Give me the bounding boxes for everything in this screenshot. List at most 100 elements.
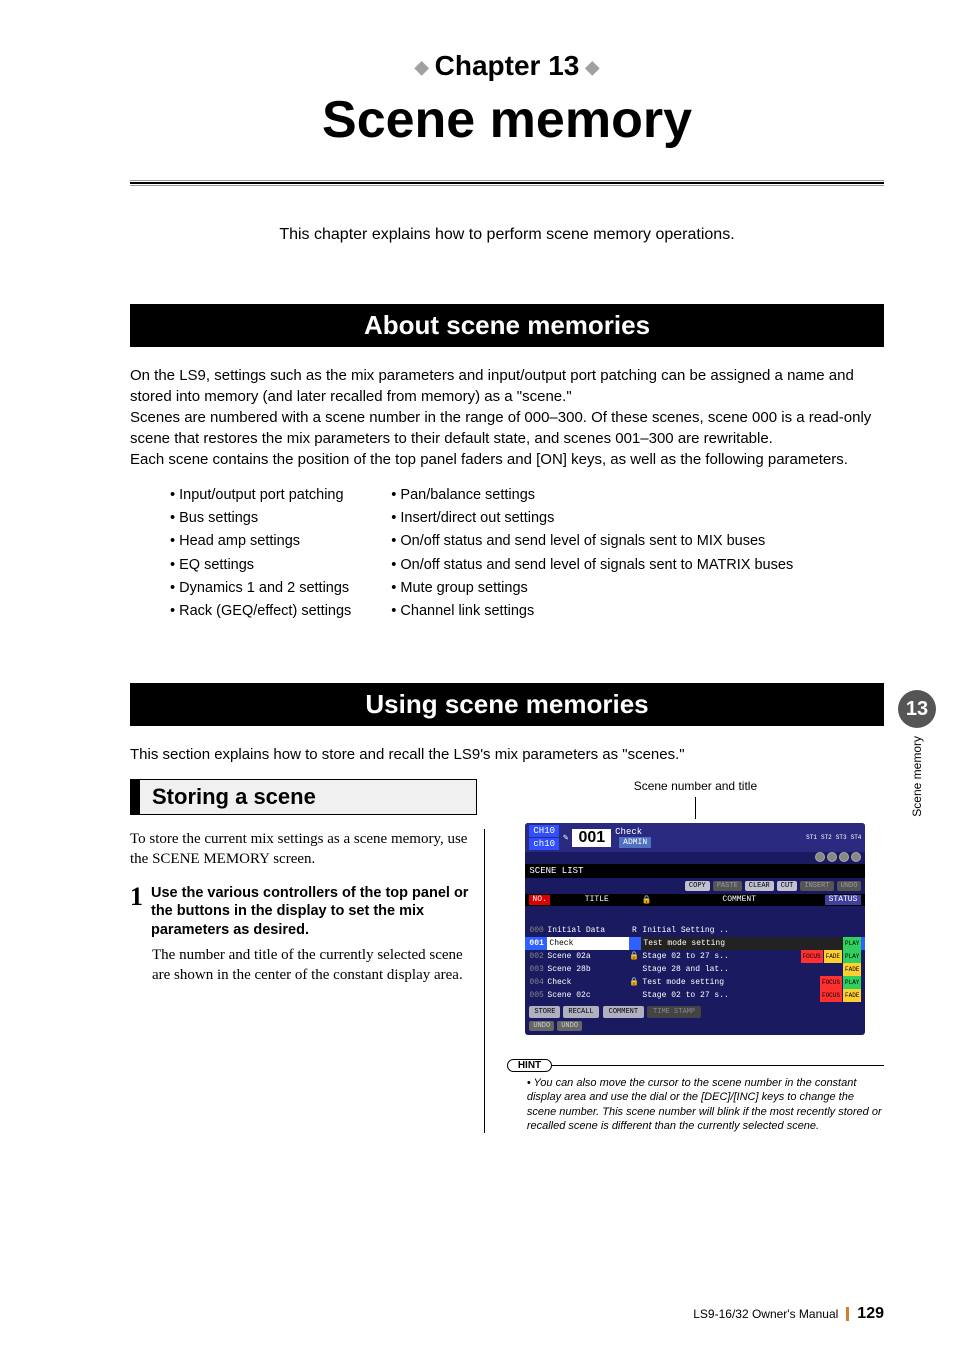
row-title: Scene 02c	[547, 989, 629, 1002]
st-dot	[851, 852, 861, 862]
bullet-item: Head amp settings	[170, 530, 351, 553]
badge-focus: FOCUS	[820, 976, 842, 989]
section-heading-using: Using scene memories	[130, 683, 884, 726]
scene-row[interactable]: 005Scene 02cStage 02 to 27 s..FOCUSFADE	[525, 989, 865, 1002]
bullet-item: On/off status and send level of signals …	[391, 530, 793, 553]
row-comment: Test mode setting	[639, 976, 820, 989]
st-dot	[839, 852, 849, 862]
tab-timestamp[interactable]: TIME STAMP	[647, 1006, 701, 1018]
lcd-scene-number: 001	[572, 829, 611, 847]
bullet-item: Channel link settings	[391, 600, 793, 623]
toolbar-insert[interactable]: INSERT	[800, 881, 833, 891]
lcd-channel: CH10 ch10	[529, 825, 559, 850]
badge-focus: FOCUS	[801, 950, 823, 963]
bullet-item: Input/output port patching	[170, 484, 351, 507]
lcd-ch-top: CH10	[529, 825, 559, 837]
lcd-toolbar: COPYPASTECLEARCUTINSERT UNDO	[525, 878, 865, 894]
badge-play: PLAY	[843, 976, 861, 989]
hint-line	[547, 1065, 884, 1066]
bullet-item: Insert/direct out settings	[391, 507, 793, 530]
hint-text: You can also move the cursor to the scen…	[527, 1076, 884, 1133]
chapter-label: ◆Chapter 13◆	[130, 50, 884, 82]
badge-play: PLAY	[843, 937, 861, 950]
figure-caption: Scene number and title	[507, 779, 884, 793]
row-title: Initial Data	[547, 924, 629, 937]
right-column: Scene number and title CH10 ch10 ✎ 001 C…	[507, 779, 884, 1133]
side-tab: 13 Scene memory	[898, 690, 936, 817]
diamond-icon: ◆	[585, 57, 599, 77]
bullet-item: Rack (GEQ/effect) settings	[170, 600, 351, 623]
lcd-st-indicators: ST1ST2ST3ST4	[806, 834, 861, 841]
undo-button-2[interactable]: UNDO	[557, 1021, 582, 1031]
section-heading-about: About scene memories	[130, 304, 884, 347]
step-instruction: Use the various controllers of the top p…	[151, 884, 477, 941]
using-intro: This section explains how to store and r…	[130, 744, 884, 765]
row-title: Scene 28b	[547, 963, 629, 976]
storing-heading: Storing a scene	[130, 779, 477, 815]
lcd-admin: ADMIN	[619, 837, 651, 848]
scene-row[interactable]: 002Scene 02a🔒Stage 02 to 27 s..FOCUSFADE…	[525, 950, 865, 963]
hint-label: HINT	[507, 1059, 552, 1072]
pointer-line	[507, 797, 884, 819]
chapter-intro: This chapter explains how to perform sce…	[130, 226, 884, 244]
left-column: Storing a scene To store the current mix…	[130, 779, 477, 1133]
column-divider	[484, 829, 485, 1133]
row-comment: Stage 02 to 27 s..	[639, 950, 800, 963]
row-title: Check	[547, 937, 629, 950]
toolbar-undo[interactable]: UNDO	[837, 881, 862, 891]
badge-fade: FADE	[824, 950, 842, 963]
st-label: ST4	[851, 834, 862, 841]
scene-row[interactable]: 003Scene 28bStage 28 and lat..FADE	[525, 963, 865, 976]
diamond-icon: ◆	[415, 57, 429, 77]
store-button[interactable]: STORE	[529, 1006, 560, 1018]
row-comment: Stage 02 to 27 s..	[639, 989, 820, 1002]
lcd-screenshot: CH10 ch10 ✎ 001 Check ADMIN ST1ST2ST3ST4	[525, 823, 865, 1035]
bullet-item: Bus settings	[170, 507, 351, 530]
lcd-screen-name: SCENE LIST	[525, 864, 865, 878]
scene-row[interactable]: 000Initial DataRInitial Setting ..	[525, 924, 865, 937]
hdr-comment: COMMENT	[654, 895, 825, 905]
row-badges: FOCUSFADE	[820, 989, 861, 1002]
scene-row[interactable]: 001CheckTest mode settingPLAY	[525, 937, 865, 950]
scene-row[interactable]: 004Check🔒Test mode settingFOCUSPLAY	[525, 976, 865, 989]
chapter-title: Scene memory	[130, 90, 884, 150]
side-tab-label: Scene memory	[910, 736, 924, 817]
lcd-scene-title-block: Check ADMIN	[615, 827, 651, 848]
side-tab-number: 13	[898, 690, 936, 728]
undo-button-1[interactable]: UNDO	[529, 1021, 554, 1031]
tab-comment[interactable]: COMMENT	[603, 1006, 644, 1018]
row-comment: Stage 28 and lat..	[639, 963, 843, 976]
lcd-tabs: COMMENT TIME STAMP	[603, 1006, 701, 1018]
toolbar-paste[interactable]: PASTE	[713, 881, 742, 891]
toolbar-cut[interactable]: CUT	[777, 881, 798, 891]
footer-bar	[846, 1307, 849, 1321]
about-paragraph-1: On the LS9, settings such as the mix par…	[130, 365, 884, 470]
lcd-foot-left: STORE RECALL UNDO UNDO	[529, 1006, 598, 1031]
row-badges: PLAY	[843, 937, 861, 950]
bullet-item: Dynamics 1 and 2 settings	[170, 577, 351, 600]
st-label: ST3	[836, 834, 847, 841]
bullet-item: Mute group settings	[391, 577, 793, 600]
bullets-left: Input/output port patchingBus settingsHe…	[170, 484, 351, 623]
row-badges: FADE	[843, 963, 861, 976]
bullet-item: On/off status and send level of signals …	[391, 554, 793, 577]
toolbar-copy[interactable]: COPY	[685, 881, 710, 891]
recall-button[interactable]: RECALL	[563, 1006, 598, 1018]
chapter-label-text: Chapter 13	[435, 50, 580, 81]
step-number: 1	[130, 884, 143, 941]
row-title: Scene 02a	[547, 950, 629, 963]
storing-intro: To store the current mix settings as a s…	[130, 829, 477, 870]
row-title: Check	[547, 976, 629, 989]
two-column-layout: Storing a scene To store the current mix…	[130, 779, 884, 1133]
st-label: ST2	[821, 834, 832, 841]
row-badges: FOCUSFADEPLAY	[801, 950, 862, 963]
step-body: The number and title of the currently se…	[152, 946, 477, 985]
hdr-title: TITLE	[552, 895, 642, 905]
toolbar-clear[interactable]: CLEAR	[745, 881, 774, 891]
row-no: 002	[529, 950, 547, 963]
hdr-lock: 🔒	[642, 895, 654, 905]
page: ◆Chapter 13◆ Scene memory This chapter e…	[0, 0, 954, 1351]
bullet-item: EQ settings	[170, 554, 351, 577]
row-no: 001	[529, 937, 547, 950]
page-footer: LS9-16/32 Owner's Manual 129	[693, 1305, 884, 1323]
